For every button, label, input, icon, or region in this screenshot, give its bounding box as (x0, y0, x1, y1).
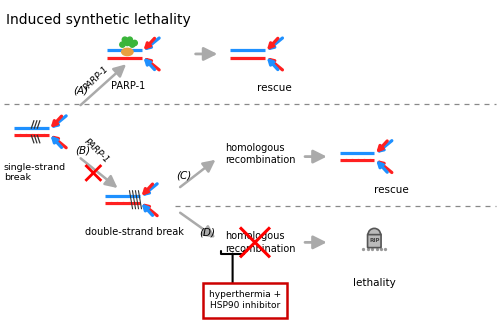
Text: rescue: rescue (258, 83, 292, 93)
Text: (D): (D) (199, 228, 215, 238)
Text: (A): (A) (74, 86, 88, 96)
Text: PARP-1: PARP-1 (110, 81, 145, 91)
Text: (B): (B) (75, 145, 90, 155)
Text: rescue: rescue (374, 185, 409, 195)
Text: PARP-1: PARP-1 (82, 137, 110, 165)
Text: Induced synthetic lethality: Induced synthetic lethality (6, 13, 191, 27)
Text: double-strand break: double-strand break (85, 227, 184, 237)
Text: homologous
recombination: homologous recombination (225, 143, 296, 165)
Circle shape (122, 37, 128, 42)
Circle shape (124, 40, 130, 46)
Ellipse shape (122, 48, 133, 55)
Circle shape (132, 40, 138, 46)
FancyBboxPatch shape (368, 234, 381, 247)
Text: RIP: RIP (369, 238, 380, 243)
Text: homologous
recombination: homologous recombination (225, 231, 296, 254)
Circle shape (127, 37, 132, 42)
Text: (C): (C) (176, 171, 192, 181)
Text: lethality: lethality (353, 278, 396, 288)
Circle shape (120, 42, 125, 47)
Circle shape (130, 42, 135, 47)
Text: single-strand
break: single-strand break (4, 163, 66, 182)
Wedge shape (368, 228, 380, 234)
Text: PARP-1: PARP-1 (82, 64, 110, 93)
FancyBboxPatch shape (204, 283, 287, 318)
Text: hyperthermia +
HSP90 inhibitor: hyperthermia + HSP90 inhibitor (209, 290, 281, 310)
